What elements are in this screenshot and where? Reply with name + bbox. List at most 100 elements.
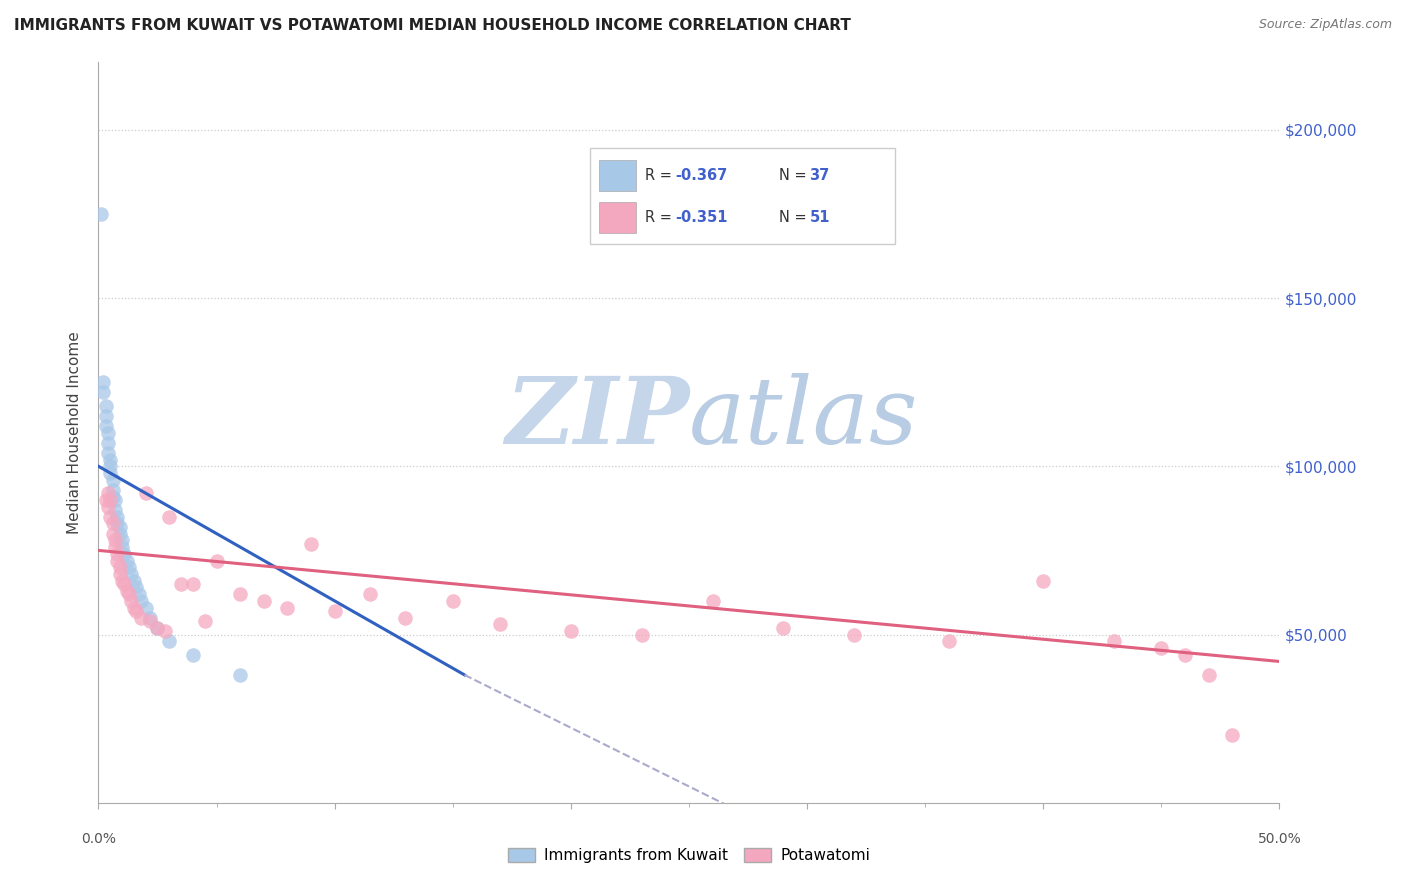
Y-axis label: Median Household Income: Median Household Income — [67, 331, 83, 534]
Point — [101, 516, 124, 531]
Point — [101, 473, 124, 487]
Point — [101, 490, 124, 504]
Text: 0.0%: 0.0% — [82, 832, 115, 847]
Point — [170, 577, 193, 591]
Point — [91, 375, 114, 389]
Point — [112, 577, 135, 591]
Point — [1220, 729, 1243, 743]
Text: 51: 51 — [810, 210, 830, 225]
Point — [253, 594, 276, 608]
Point — [98, 466, 121, 480]
Text: N =: N = — [779, 168, 811, 183]
Point — [104, 503, 127, 517]
Text: atlas: atlas — [689, 373, 918, 463]
Point — [146, 621, 169, 635]
Point — [121, 594, 143, 608]
Point — [139, 614, 162, 628]
Point — [94, 399, 117, 413]
Point — [772, 621, 794, 635]
Point — [1198, 668, 1220, 682]
Point — [323, 604, 346, 618]
Point — [229, 587, 252, 601]
Text: -0.367: -0.367 — [675, 168, 727, 183]
Point — [299, 536, 322, 550]
Point — [108, 526, 131, 541]
Point — [108, 520, 131, 534]
Point — [105, 509, 128, 524]
Text: ZIP: ZIP — [505, 373, 689, 463]
Point — [359, 587, 381, 601]
Point — [105, 516, 128, 531]
Point — [1150, 640, 1173, 655]
Point — [129, 610, 152, 624]
Point — [1032, 574, 1054, 588]
Point — [181, 648, 204, 662]
Point — [94, 409, 117, 423]
Point — [98, 492, 121, 507]
Point — [90, 207, 112, 221]
Point — [97, 446, 120, 460]
Point — [111, 540, 134, 554]
Point — [844, 627, 866, 641]
Point — [97, 435, 120, 450]
Text: 37: 37 — [810, 168, 830, 183]
Point — [91, 385, 114, 400]
Point — [157, 509, 180, 524]
Text: 50.0%: 50.0% — [1257, 832, 1302, 847]
Point — [135, 486, 157, 500]
Point — [394, 610, 416, 624]
Point — [101, 483, 124, 497]
Point — [441, 594, 464, 608]
Point — [121, 566, 143, 581]
Point — [560, 624, 582, 639]
Text: N =: N = — [779, 210, 811, 225]
Point — [276, 600, 298, 615]
Point — [229, 668, 252, 682]
Point — [98, 452, 121, 467]
Text: R =: R = — [645, 210, 676, 225]
Point — [94, 418, 117, 433]
Point — [108, 566, 131, 581]
Point — [118, 587, 141, 601]
Point — [97, 486, 120, 500]
Point — [105, 547, 128, 561]
Text: Source: ZipAtlas.com: Source: ZipAtlas.com — [1258, 18, 1392, 31]
Point — [194, 614, 217, 628]
Point — [938, 634, 960, 648]
Point — [125, 604, 148, 618]
Text: R =: R = — [645, 168, 676, 183]
Text: -0.351: -0.351 — [675, 210, 728, 225]
Point — [105, 553, 128, 567]
Legend: Immigrants from Kuwait, Potawatomi: Immigrants from Kuwait, Potawatomi — [502, 841, 876, 869]
Point — [122, 574, 145, 588]
Point — [104, 540, 127, 554]
Point — [129, 594, 152, 608]
Point — [97, 500, 120, 514]
Point — [108, 560, 131, 574]
Point — [115, 583, 138, 598]
Point — [146, 621, 169, 635]
Point — [104, 533, 127, 548]
Point — [128, 587, 150, 601]
Point — [112, 547, 135, 561]
Point — [122, 600, 145, 615]
Point — [489, 617, 512, 632]
Point — [630, 627, 652, 641]
Point — [153, 624, 176, 639]
Point — [181, 577, 204, 591]
Point — [125, 581, 148, 595]
Point — [115, 553, 138, 567]
Point — [157, 634, 180, 648]
Point — [111, 533, 134, 548]
Point — [135, 600, 157, 615]
Text: IMMIGRANTS FROM KUWAIT VS POTAWATOMI MEDIAN HOUSEHOLD INCOME CORRELATION CHART: IMMIGRANTS FROM KUWAIT VS POTAWATOMI MED… — [14, 18, 851, 33]
Point — [1174, 648, 1197, 662]
Point — [139, 610, 162, 624]
Point — [118, 560, 141, 574]
Point — [205, 553, 228, 567]
Point — [98, 509, 121, 524]
Point — [94, 492, 117, 507]
Point — [101, 526, 124, 541]
Point — [97, 425, 120, 440]
Point — [1102, 634, 1125, 648]
